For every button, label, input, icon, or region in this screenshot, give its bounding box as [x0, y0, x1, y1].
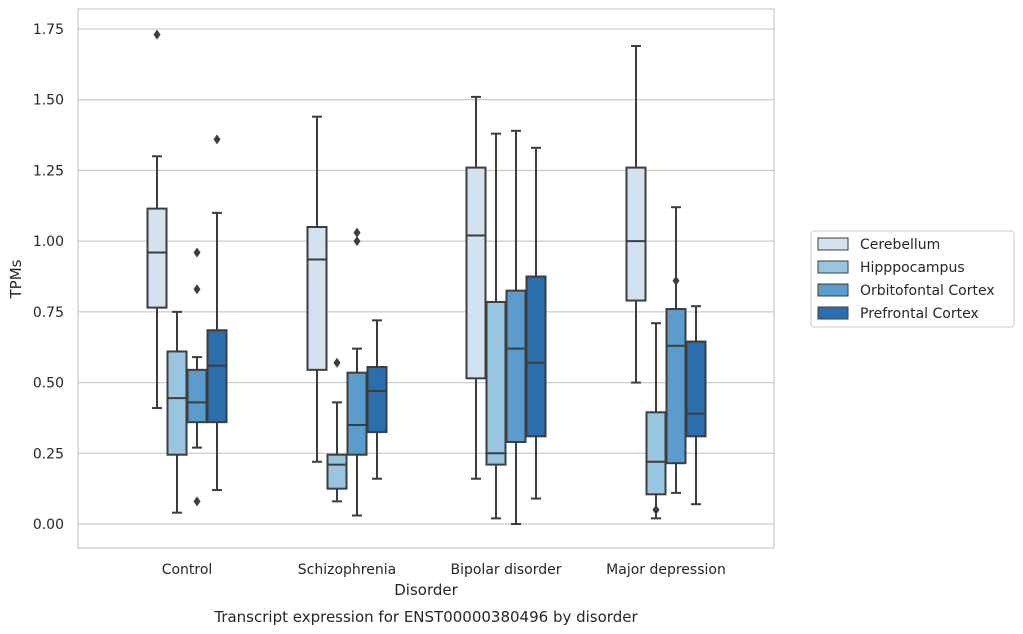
legend-label: Prefrontal Cortex	[860, 306, 979, 322]
legend-label: Hipppocampus	[860, 260, 965, 276]
box-orbitofontal-cortex	[186, 247, 208, 507]
y-tick-label: 1.50	[33, 93, 64, 109]
box-iqr	[206, 329, 228, 424]
box-iqr	[346, 371, 368, 456]
y-tick-label: 0.00	[33, 517, 64, 533]
box-iqr	[186, 368, 208, 424]
box-iqr	[146, 207, 168, 309]
box-iqr	[166, 350, 188, 456]
box-cerebellum	[465, 95, 487, 480]
box-prefrontal-cortex	[525, 146, 547, 500]
outlier-point	[193, 247, 201, 258]
box-series	[146, 29, 707, 525]
outlier-point	[353, 227, 361, 238]
box-iqr	[505, 289, 527, 443]
box-orbitofontal-cortex	[505, 129, 527, 525]
legend-swatch	[817, 283, 849, 297]
box-cerebellum	[306, 115, 328, 463]
box-cerebellum	[146, 29, 168, 410]
legend-swatch	[817, 306, 849, 320]
box-hipppocampus	[166, 310, 188, 514]
box-iqr	[306, 226, 328, 371]
box-orbitofontal-cortex	[665, 206, 687, 494]
chart-caption: Transcript expression for ENST0000038049…	[213, 608, 638, 626]
box-iqr	[525, 275, 547, 438]
outlier-point	[353, 236, 361, 247]
outlier-point	[193, 284, 201, 295]
legend: Cerebellum Hipppocampus Orbitofontal Corte…	[810, 230, 1015, 328]
y-tick-label: 0.25	[33, 446, 64, 462]
legend-label: Cerebellum	[860, 237, 940, 253]
legend-frame	[810, 230, 1015, 328]
x-tick-label: Major depression	[606, 562, 726, 578]
y-axis-ticks: 0.00 0.25 0.50 0.75 1.00 1.25 1.50 1.75	[33, 22, 64, 533]
box-prefrontal-cortex	[685, 305, 707, 506]
box-iqr	[645, 411, 667, 496]
x-axis-ticks: Control Schizophrenia Bipolar disorder Majo…	[162, 562, 726, 578]
legend-label: Orbitofontal Cortex	[860, 283, 995, 299]
x-tick-label: Bipolar disorder	[450, 562, 561, 578]
box-hipppocampus	[645, 322, 667, 520]
box-iqr	[485, 300, 507, 466]
outlier-point	[672, 275, 680, 286]
x-tick-label: Control	[162, 562, 213, 578]
y-tick-label: 1.00	[33, 234, 64, 250]
box-prefrontal-cortex	[366, 319, 388, 480]
outlier-point	[213, 134, 221, 145]
x-axis-title: Disorder	[394, 581, 458, 599]
outlier-point	[652, 504, 660, 515]
legend-swatch	[817, 237, 849, 251]
box-prefrontal-cortex	[206, 134, 228, 492]
box-iqr	[665, 308, 687, 465]
legend-swatch	[817, 260, 849, 274]
box-orbitofontal-cortex	[346, 227, 368, 517]
x-tick-label: Schizophrenia	[298, 562, 396, 578]
outlier-point	[193, 496, 201, 507]
box-iqr	[326, 453, 348, 490]
box-iqr	[366, 366, 388, 434]
y-tick-label: 1.25	[33, 163, 64, 179]
plot-frame	[77, 8, 775, 549]
box-hipppocampus	[326, 357, 348, 503]
box-iqr	[465, 166, 487, 380]
box-hipppocampus	[485, 132, 507, 520]
y-tick-label: 0.75	[33, 305, 64, 321]
box-cerebellum	[625, 44, 647, 384]
y-tick-label: 1.75	[33, 22, 64, 38]
box-iqr	[685, 340, 707, 438]
y-tick-label: 0.50	[33, 376, 64, 392]
outlier-point	[153, 29, 161, 40]
outlier-point	[333, 357, 341, 368]
y-axis-title: TPMs	[7, 259, 25, 299]
box-iqr	[625, 166, 647, 302]
